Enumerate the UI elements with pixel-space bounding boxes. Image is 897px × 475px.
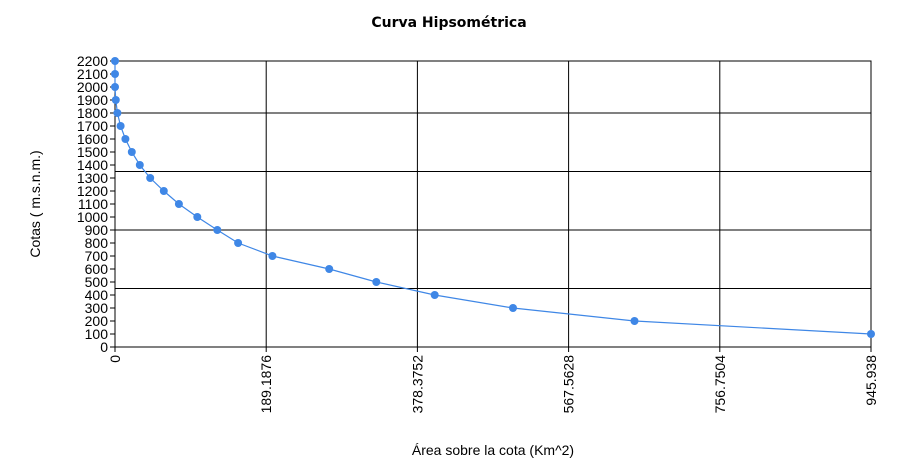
y-tick-label-5: 500: [85, 274, 109, 290]
x-tick-label-3: 567.5628: [561, 355, 577, 414]
y-tick-label-12: 1200: [77, 183, 108, 199]
data-point-2: [111, 83, 119, 91]
x-tick-label-4: 756.7504: [712, 355, 728, 414]
chart-title: Curva Hipsométrica: [371, 15, 526, 31]
x-tick-label-1: 189.1876: [258, 355, 274, 414]
y-tick-label-6: 600: [85, 261, 109, 277]
y-tick-label-18: 1800: [77, 105, 108, 121]
data-point-20: [630, 317, 639, 325]
series-line-0: [114, 61, 872, 335]
y-tick-label-1: 100: [85, 326, 109, 342]
data-point-13: [213, 226, 222, 234]
data-point-11: [174, 200, 183, 208]
y-tick-label-21: 2100: [77, 66, 108, 82]
data-point-12: [193, 213, 202, 221]
data-point-4: [113, 109, 122, 117]
y-tick-label-17: 1700: [77, 118, 108, 134]
series-layer: [111, 57, 875, 338]
data-point-7: [127, 148, 136, 156]
data-point-16: [325, 265, 334, 273]
data-point-6: [121, 135, 130, 143]
y-tick-label-3: 300: [85, 300, 109, 316]
data-point-14: [234, 239, 243, 247]
y-axis-ticks: 0100200300400500600700800900100011001200…: [77, 53, 115, 355]
data-point-8: [135, 161, 144, 169]
data-point-18: [430, 291, 439, 299]
y-tick-label-8: 800: [85, 235, 109, 251]
data-point-5: [116, 122, 125, 130]
data-point-21: [867, 330, 875, 338]
y-tick-label-14: 1400: [77, 157, 108, 173]
data-point-17: [372, 278, 381, 286]
y-tick-label-10: 1000: [77, 209, 108, 225]
data-point-15: [268, 252, 277, 260]
y-tick-label-13: 1300: [77, 170, 108, 186]
y-tick-label-15: 1500: [77, 144, 108, 160]
x-tick-label-0: 0: [107, 355, 123, 363]
y-tick-label-22: 2200: [77, 53, 108, 69]
x-tick-label-5: 945.938: [863, 355, 879, 406]
data-point-10: [159, 187, 168, 195]
y-tick-label-9: 900: [85, 222, 109, 238]
data-point-1: [111, 70, 119, 78]
y-axis-label: Cotas ( m.s.n.m.): [27, 150, 43, 257]
y-tick-label-19: 1900: [77, 92, 108, 108]
y-tick-label-2: 200: [85, 313, 109, 329]
y-tick-label-4: 400: [85, 287, 109, 303]
data-point-9: [146, 174, 155, 182]
x-axis-ticks: 0 189.1876 378.3752 567.5628 756.7504 945.938: [107, 347, 879, 413]
y-tick-label-20: 2000: [77, 79, 108, 95]
data-point-19: [509, 304, 517, 312]
x-tick-label-2: 378.3752: [409, 355, 425, 414]
x-axis-label: Área sobre la cota (Km^2): [412, 442, 574, 458]
y-tick-label-11: 1100: [78, 196, 108, 212]
grid-layer: [115, 61, 871, 347]
y-tick-label-16: 1600: [77, 131, 108, 147]
y-tick-label-0: 0: [100, 339, 108, 355]
y-tick-label-7: 700: [85, 248, 109, 264]
data-point-0: [111, 57, 119, 65]
data-point-3: [111, 96, 120, 104]
